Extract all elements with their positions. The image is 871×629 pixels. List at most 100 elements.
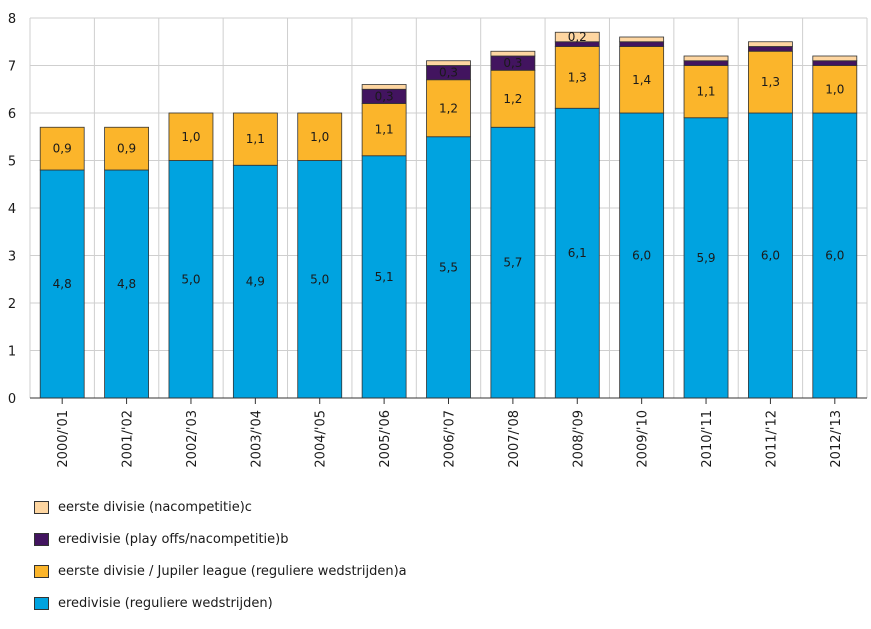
data-label: 5,9 bbox=[696, 251, 715, 265]
bar-segment bbox=[619, 112, 665, 399]
bar-segment bbox=[490, 50, 536, 57]
bar-segment bbox=[361, 84, 407, 90]
y-tick-label: 2 bbox=[8, 297, 16, 312]
data-label: 0,3 bbox=[439, 66, 458, 80]
x-axis-ticks: 2000/'01 2001/'02 2002/'03 2003/'04 2004/'05… bbox=[56, 398, 844, 468]
bar-segment bbox=[426, 136, 471, 399]
bar-segment bbox=[619, 46, 665, 114]
x-tick-label: 2001/'02 bbox=[121, 410, 136, 468]
bar-segment bbox=[490, 69, 536, 128]
bar-segment bbox=[232, 112, 278, 166]
x-tick-label: 2011/'12 bbox=[764, 410, 779, 468]
data-label: 6,0 bbox=[632, 249, 651, 263]
data-label: 5,5 bbox=[439, 260, 458, 274]
x-tick-label: 2003/'04 bbox=[249, 410, 264, 468]
data-label: 0,3 bbox=[503, 56, 522, 70]
data-label: 1,4 bbox=[632, 73, 651, 87]
data-label: 1,0 bbox=[310, 130, 329, 144]
y-tick-label: 3 bbox=[8, 250, 16, 265]
x-tick-label: 2004/'05 bbox=[314, 410, 329, 468]
data-label: 1,0 bbox=[825, 82, 844, 96]
x-tick-label: 2008/'09 bbox=[571, 410, 586, 468]
legend-label: eerste divisie / Jupiler league (regulie… bbox=[58, 564, 407, 579]
bar-segment bbox=[812, 60, 858, 66]
bars: 4,8 0,9 4,8 0,9 5,0 1,0 4,9 1,1 5,0 1,0 5,1 1,1 0,3 5… bbox=[39, 30, 858, 399]
data-label: 1,1 bbox=[696, 85, 715, 99]
x-tick-label: 2010/'11 bbox=[700, 410, 715, 468]
data-label: 1,2 bbox=[439, 101, 458, 115]
data-label: 6,0 bbox=[761, 249, 780, 263]
bar-segment bbox=[361, 155, 407, 399]
legend-swatch bbox=[34, 565, 49, 578]
data-label: 1,1 bbox=[246, 132, 265, 146]
bar-segment bbox=[168, 160, 214, 399]
data-label: 4,9 bbox=[246, 275, 265, 289]
bar-segment bbox=[104, 126, 149, 171]
data-label: 6,1 bbox=[568, 246, 587, 260]
x-tick-label: 2006/'07 bbox=[443, 410, 458, 468]
bar-segment bbox=[683, 55, 729, 62]
y-axis-ticks: 0 1 2 3 4 5 6 7 8 bbox=[8, 12, 16, 407]
legend-swatch bbox=[34, 533, 49, 546]
legend-swatch bbox=[34, 501, 49, 514]
x-tick-label: 2007/'08 bbox=[507, 410, 522, 468]
bar-segment bbox=[554, 31, 600, 43]
bar-segment bbox=[748, 46, 793, 52]
bar-segment bbox=[361, 103, 407, 157]
data-label: 1,0 bbox=[181, 130, 200, 144]
data-label: 1,3 bbox=[761, 75, 780, 89]
bar-segment bbox=[297, 160, 343, 399]
y-tick-label: 5 bbox=[8, 155, 16, 170]
y-tick-label: 4 bbox=[8, 202, 16, 217]
data-label: 0,2 bbox=[568, 30, 587, 44]
bar-segment bbox=[426, 60, 471, 66]
legend-label: eerste divisie (nacompetitie)c bbox=[58, 500, 252, 515]
legend-item-eerste-divisie-nacompetitie: eerste divisie (nacompetitie)c bbox=[34, 500, 407, 515]
data-label: 6,0 bbox=[825, 249, 844, 263]
x-tick-label: 2005/'06 bbox=[378, 410, 393, 468]
y-tick-label: 6 bbox=[8, 107, 16, 122]
y-tick-label: 7 bbox=[8, 60, 16, 75]
y-tick-label: 0 bbox=[8, 392, 16, 407]
bar-segment bbox=[683, 60, 729, 66]
bar-segment bbox=[232, 164, 278, 399]
bar-segment bbox=[812, 65, 858, 114]
legend-label: eredivisie (play offs/nacompetitie)b bbox=[58, 532, 289, 547]
x-tick-label: 2012/'13 bbox=[829, 410, 844, 468]
bar-segment bbox=[619, 36, 665, 43]
data-label: 0,9 bbox=[53, 142, 72, 156]
data-label: 5,7 bbox=[503, 256, 522, 270]
legend-item-eredivisie-regulier: eredivisie (reguliere wedstrijden) bbox=[34, 596, 407, 611]
data-label: 0,9 bbox=[117, 142, 136, 156]
x-tick-label: 2000/'01 bbox=[56, 410, 71, 468]
bar-segment bbox=[426, 79, 471, 138]
data-label: 5,0 bbox=[181, 272, 200, 286]
y-tick-label: 8 bbox=[8, 12, 16, 27]
data-label: 5,1 bbox=[375, 270, 394, 284]
legend-label: eredivisie (reguliere wedstrijden) bbox=[58, 596, 273, 611]
bar-segment bbox=[812, 55, 858, 62]
bar-segment bbox=[104, 169, 149, 399]
bar-segment bbox=[168, 112, 214, 161]
legend-swatch bbox=[34, 597, 49, 610]
bar-segment bbox=[619, 41, 665, 47]
bar-segment bbox=[748, 41, 793, 47]
y-tick-label: 1 bbox=[8, 345, 16, 360]
stacked-bar-chart: 0 1 2 3 4 5 6 7 8 4,8 0,9 4,8 0,9 5,0 1,0 4,9 1,1 5,0 1,0… bbox=[8, 12, 868, 468]
bar-segment bbox=[39, 126, 85, 171]
data-label: 5,0 bbox=[310, 272, 329, 286]
data-label: 0,3 bbox=[375, 89, 394, 103]
x-tick-label: 2002/'03 bbox=[185, 410, 200, 468]
data-label: 1,2 bbox=[503, 92, 522, 106]
data-label: 1,3 bbox=[568, 70, 587, 84]
legend-item-eredivisie-play-offs: eredivisie (play offs/nacompetitie)b bbox=[34, 532, 407, 547]
data-label: 4,8 bbox=[53, 277, 72, 291]
bar-segment bbox=[490, 126, 536, 399]
bar-segment bbox=[554, 46, 600, 109]
bar-segment bbox=[683, 117, 729, 399]
legend-item-eerste-divisie-regulier: eerste divisie / Jupiler league (regulie… bbox=[34, 564, 407, 579]
x-tick-label: 2009/'10 bbox=[636, 410, 651, 468]
data-label: 1,1 bbox=[375, 123, 394, 137]
bar-segment bbox=[297, 112, 343, 161]
bar-segment bbox=[554, 107, 600, 399]
